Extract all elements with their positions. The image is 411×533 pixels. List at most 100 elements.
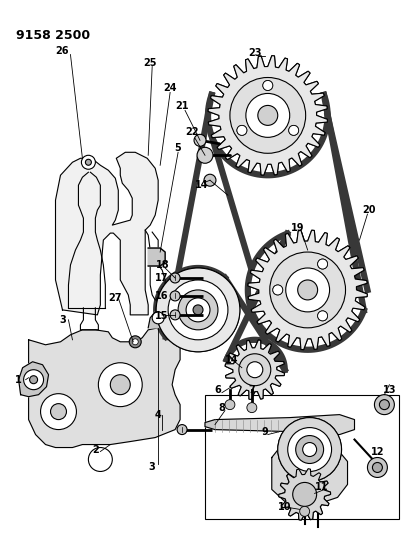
Polygon shape — [225, 340, 284, 399]
Circle shape — [225, 400, 235, 410]
Circle shape — [286, 268, 330, 312]
Circle shape — [170, 273, 180, 283]
Text: 4: 4 — [155, 410, 162, 419]
Circle shape — [372, 463, 382, 472]
Circle shape — [296, 435, 323, 464]
Bar — [205, 394, 399, 519]
Text: 10: 10 — [278, 503, 291, 512]
Text: 3: 3 — [149, 463, 155, 472]
Text: 1: 1 — [15, 375, 22, 385]
Circle shape — [129, 336, 141, 348]
Circle shape — [247, 362, 263, 378]
Text: 24: 24 — [163, 84, 177, 93]
Circle shape — [168, 280, 228, 340]
Circle shape — [98, 363, 142, 407]
Circle shape — [177, 425, 187, 434]
Text: 25: 25 — [143, 58, 157, 68]
Text: 14: 14 — [195, 180, 209, 190]
Circle shape — [286, 268, 330, 312]
Text: 18: 18 — [156, 260, 170, 270]
Polygon shape — [248, 230, 367, 350]
Circle shape — [289, 125, 299, 135]
Circle shape — [193, 305, 203, 315]
Text: 9: 9 — [261, 426, 268, 437]
Text: 2: 2 — [92, 445, 99, 455]
Circle shape — [132, 339, 138, 345]
Circle shape — [193, 305, 203, 315]
Text: 19: 19 — [291, 223, 305, 233]
Circle shape — [178, 290, 218, 330]
Text: 16: 16 — [155, 291, 169, 301]
Circle shape — [318, 259, 328, 269]
Circle shape — [152, 312, 164, 324]
Text: 15: 15 — [155, 311, 169, 321]
Circle shape — [296, 435, 323, 464]
Text: 23: 23 — [248, 47, 261, 58]
Circle shape — [81, 155, 95, 169]
Circle shape — [247, 402, 257, 413]
Text: 22: 22 — [185, 127, 199, 138]
Circle shape — [302, 442, 316, 456]
Polygon shape — [29, 328, 180, 448]
Polygon shape — [279, 469, 330, 520]
Circle shape — [367, 457, 388, 478]
Circle shape — [156, 268, 240, 352]
Text: 21: 21 — [175, 101, 189, 111]
Circle shape — [263, 80, 273, 91]
Text: 7: 7 — [249, 385, 255, 394]
Circle shape — [298, 280, 318, 300]
Circle shape — [41, 394, 76, 430]
Circle shape — [247, 362, 263, 378]
Circle shape — [318, 311, 328, 321]
Circle shape — [270, 252, 346, 328]
Circle shape — [170, 291, 180, 301]
Text: 20: 20 — [363, 205, 376, 215]
Polygon shape — [272, 443, 348, 505]
Circle shape — [156, 268, 240, 352]
Circle shape — [239, 354, 271, 386]
Circle shape — [85, 159, 91, 165]
Text: 12: 12 — [371, 447, 384, 457]
Text: 17: 17 — [155, 273, 169, 283]
Circle shape — [30, 376, 37, 384]
Circle shape — [293, 482, 316, 506]
Text: 3: 3 — [59, 315, 66, 325]
Text: 5: 5 — [175, 143, 182, 154]
Polygon shape — [225, 340, 284, 399]
Circle shape — [318, 259, 328, 269]
Circle shape — [289, 125, 299, 135]
Circle shape — [318, 311, 328, 321]
Circle shape — [258, 106, 278, 125]
Circle shape — [374, 394, 395, 415]
Circle shape — [186, 298, 210, 322]
Circle shape — [110, 375, 130, 394]
Circle shape — [288, 427, 332, 472]
Text: 14: 14 — [225, 355, 239, 365]
Text: 8: 8 — [219, 402, 225, 413]
Circle shape — [273, 285, 283, 295]
Circle shape — [273, 285, 283, 295]
Polygon shape — [148, 312, 168, 328]
Circle shape — [278, 417, 342, 481]
Circle shape — [237, 125, 247, 135]
Circle shape — [246, 93, 290, 138]
Circle shape — [379, 400, 389, 410]
Circle shape — [239, 354, 271, 386]
Circle shape — [298, 280, 318, 300]
Polygon shape — [148, 248, 165, 266]
Text: 26: 26 — [56, 45, 69, 55]
Text: 6: 6 — [215, 385, 222, 394]
Circle shape — [288, 427, 332, 472]
Circle shape — [194, 134, 206, 147]
Circle shape — [51, 403, 67, 419]
Circle shape — [230, 77, 306, 154]
Circle shape — [186, 298, 210, 322]
Circle shape — [293, 482, 316, 506]
Polygon shape — [208, 55, 328, 175]
Circle shape — [300, 506, 309, 516]
Circle shape — [246, 93, 290, 138]
Circle shape — [170, 310, 180, 320]
Polygon shape — [279, 469, 330, 520]
Text: 9158 2500: 9158 2500 — [16, 29, 90, 42]
Circle shape — [258, 106, 278, 125]
